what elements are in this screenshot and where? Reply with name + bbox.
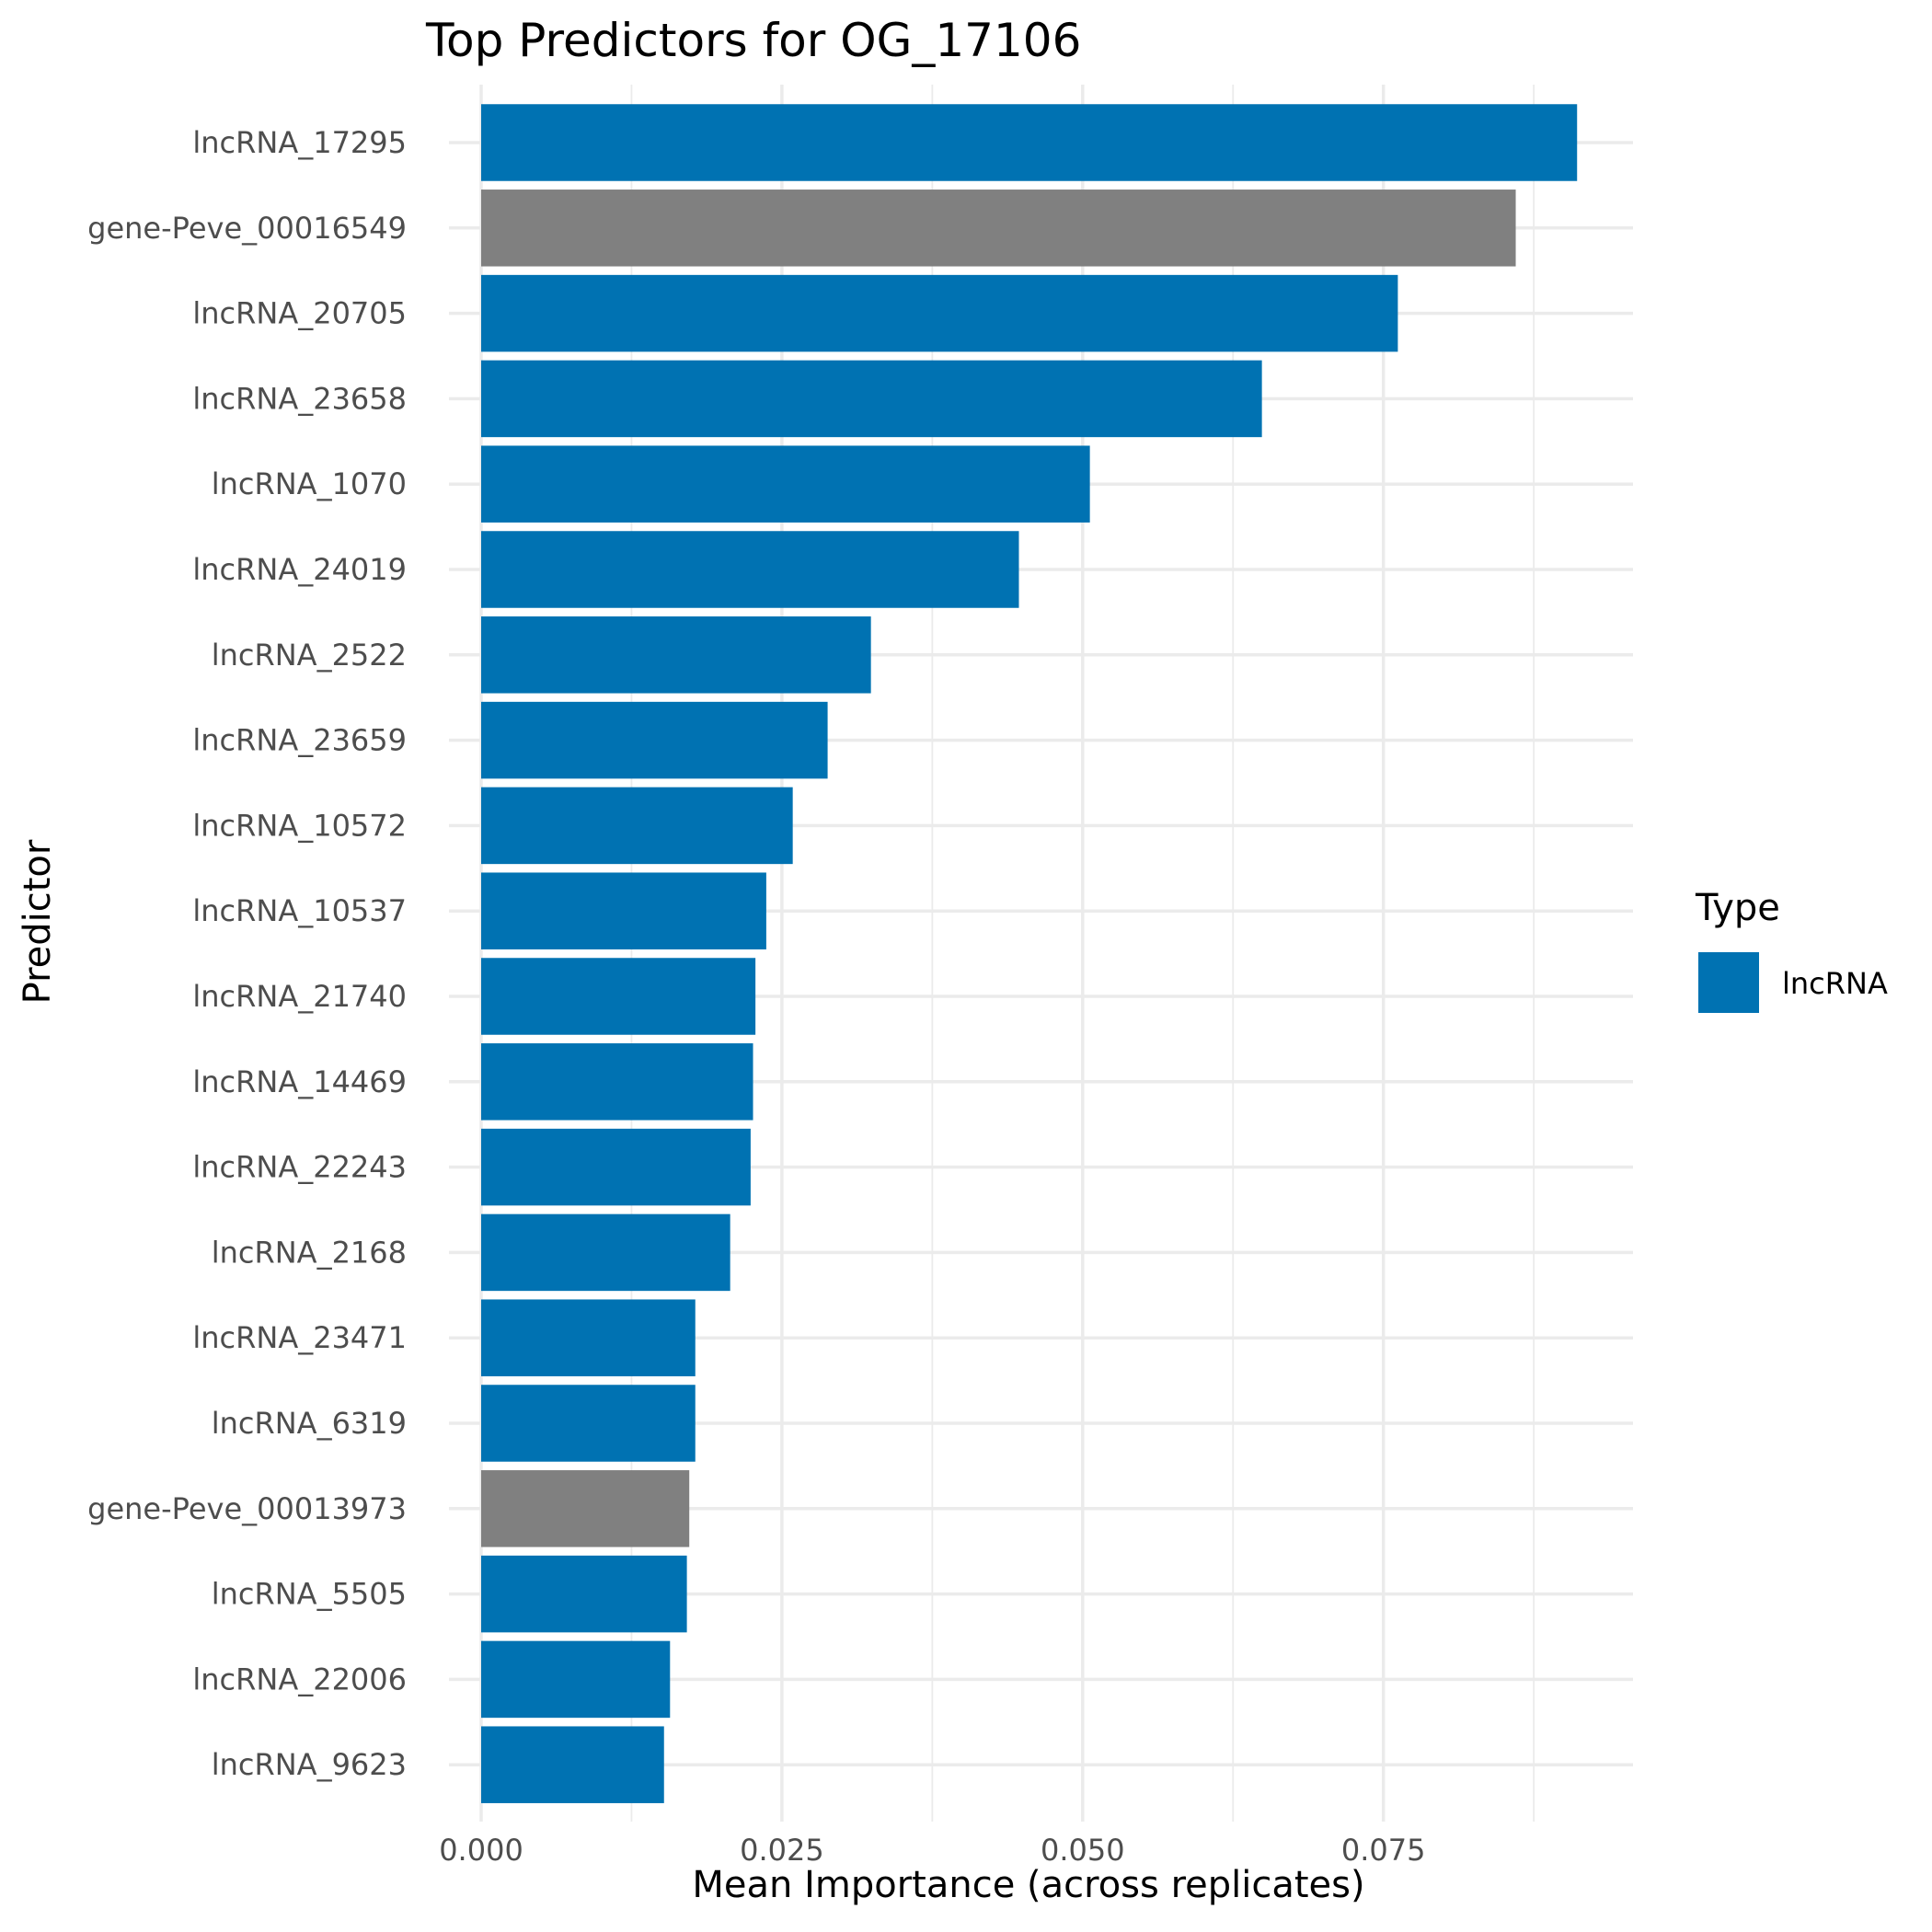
bar-lncRNA_23659: [481, 701, 828, 779]
legend: Type lncRNA: [1695, 887, 1888, 1013]
x-tick-label: 0.000: [439, 1833, 523, 1868]
bar-lncRNA_14469: [481, 1043, 753, 1121]
y-tick-label: lncRNA_2168: [212, 1235, 407, 1270]
bar-lncRNA_10572: [481, 787, 793, 865]
chart-title: Top Predictors for OG_17106: [425, 14, 1081, 67]
y-tick-label: lncRNA_17295: [192, 125, 407, 160]
bar-gene-Peve_00016549: [481, 190, 1516, 267]
y-tick-label: lncRNA_23659: [192, 723, 407, 758]
bar-lncRNA_2522: [481, 616, 871, 694]
bar-lncRNA_2168: [481, 1213, 730, 1292]
y-tick-label: lncRNA_24019: [192, 552, 407, 587]
y-tick-label: lncRNA_22006: [192, 1662, 407, 1696]
bar-lncRNA_5505: [481, 1555, 687, 1633]
bar-lncRNA_17295: [481, 104, 1578, 181]
bar-lncRNA_24019: [481, 531, 1019, 608]
bar-lncRNA_23658: [481, 360, 1262, 438]
bars: [481, 104, 1578, 1803]
bar-gene-Peve_00013973: [481, 1470, 690, 1547]
x-tick-label: 0.050: [1041, 1833, 1125, 1868]
x-tick-label: 0.075: [1341, 1833, 1426, 1868]
bar-lncRNA_10537: [481, 872, 766, 949]
bar-lncRNA_6319: [481, 1385, 696, 1462]
y-tick-label: lncRNA_20705: [192, 296, 407, 331]
bar-lncRNA_23471: [481, 1299, 696, 1376]
y-tick-labels: lncRNA_17295 gene-Peve_00016549 lncRNA_207…: [87, 125, 407, 1782]
y-tick-label: lncRNA_22243: [192, 1150, 407, 1185]
legend-key-lncrna: [1698, 952, 1759, 1013]
y-tick-label: lncRNA_5505: [212, 1577, 407, 1612]
bar-lncRNA_9623: [481, 1726, 664, 1803]
y-tick-label: lncRNA_9623: [212, 1747, 407, 1782]
bar-lncRNA_1070: [481, 445, 1090, 523]
y-tick-label: lncRNA_2522: [212, 638, 407, 673]
y-tick-label: lncRNA_1070: [212, 466, 407, 501]
y-tick-label: gene-Peve_00016549: [87, 211, 407, 246]
y-tick-label: lncRNA_23658: [192, 381, 407, 416]
y-tick-label: gene-Peve_00013973: [87, 1491, 407, 1526]
y-tick-label: lncRNA_23471: [192, 1320, 407, 1355]
legend-label-lncrna: lncRNA: [1782, 966, 1888, 1001]
y-tick-label: lncRNA_21740: [192, 979, 407, 1014]
y-tick-label: lncRNA_10537: [192, 893, 407, 928]
bar-lncRNA_21740: [481, 958, 756, 1035]
y-tick-label: lncRNA_10572: [192, 808, 407, 843]
y-tick-label: lncRNA_14469: [192, 1064, 407, 1099]
bar-lncRNA_20705: [481, 274, 1398, 352]
x-tick-labels: 0.000 0.025 0.050 0.075: [439, 1833, 1425, 1868]
bar-lncRNA_22243: [481, 1128, 751, 1206]
x-axis-title: Mean Importance (across replicates): [692, 1864, 1364, 1906]
x-tick-label: 0.025: [740, 1833, 824, 1868]
bar-lncRNA_22006: [481, 1640, 671, 1719]
y-axis-title: Predictor: [17, 839, 59, 1004]
legend-title: Type: [1695, 887, 1780, 929]
y-tick-label: lncRNA_6319: [212, 1406, 407, 1441]
